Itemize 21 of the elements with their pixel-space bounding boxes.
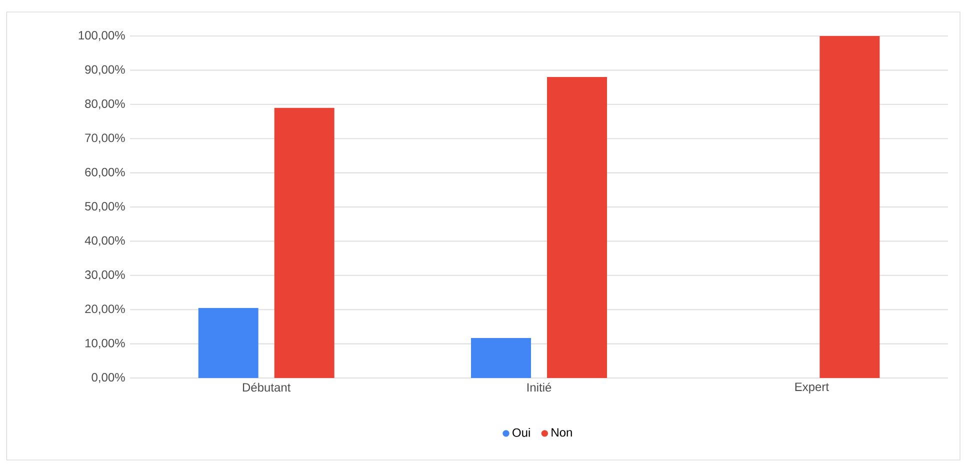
y-tick-label: 80,00% <box>85 99 125 110</box>
x-tick-label: Expert <box>795 382 829 394</box>
bar <box>471 338 532 378</box>
bar <box>547 77 608 378</box>
y-tick-label: 10,00% <box>86 338 125 349</box>
y-tick-label: 100,00% <box>78 31 125 41</box>
legend-label: Non <box>552 428 572 437</box>
bar <box>198 308 258 378</box>
legend-label: Oui <box>512 428 530 437</box>
y-tick-label: 70,00% <box>85 134 125 144</box>
y-tick-label: 20,00% <box>85 304 125 315</box>
x-tick-label: Initié <box>527 382 552 392</box>
y-tick-label: 50,00% <box>85 202 125 212</box>
bar <box>820 36 880 378</box>
x-tick-label: Débutant <box>242 382 291 392</box>
bar <box>274 108 334 378</box>
y-tick-label: 0,00% <box>92 373 125 383</box>
y-tick-label: 30,00% <box>85 270 125 280</box>
y-tick-label: 90,00% <box>85 65 125 76</box>
y-tick-label: 60,00% <box>85 168 125 178</box>
y-tick-label: 40,00% <box>84 236 125 246</box>
